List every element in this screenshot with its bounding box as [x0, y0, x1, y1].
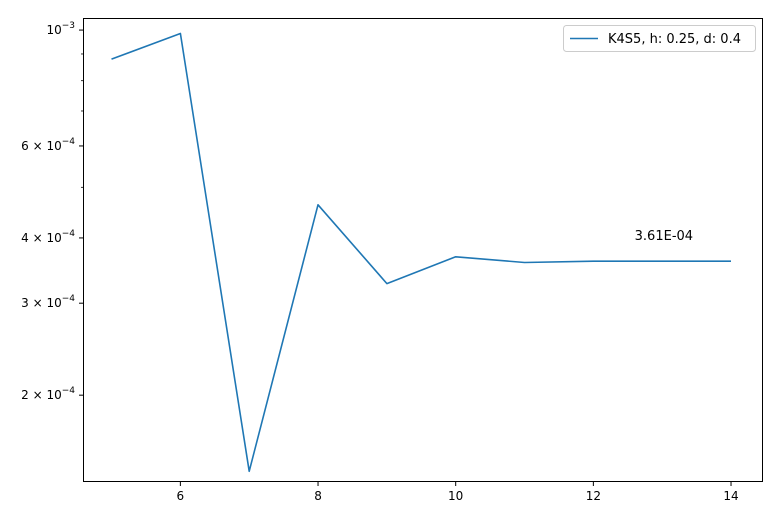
y-tick-label: 10−3	[46, 21, 75, 37]
value-annotation: 3.61E-04	[635, 229, 693, 244]
y-tick-label: 2 × 10−4	[21, 386, 75, 402]
plot-area-frame	[83, 18, 763, 482]
axis-ticks: 6 8 10 12 14 10−3 6 × 10−4 4 × 10−4 3 × 10−4 2 × …	[21, 21, 739, 503]
x-tick-label: 6	[177, 489, 185, 503]
x-tick-label: 12	[586, 489, 601, 503]
x-tick-label: 8	[314, 489, 322, 503]
series-line	[111, 32, 731, 473]
series-layer	[111, 32, 731, 473]
y-tick-label: 4 × 10−4	[21, 229, 75, 245]
legend: K4S5, h: 0.25, d: 0.4	[563, 25, 756, 52]
x-tick-label: 10	[448, 489, 463, 503]
annotations: 3.61E-04	[635, 229, 693, 244]
y-tick-label: 6 × 10−4	[21, 137, 75, 153]
legend-label: K4S5, h: 0.25, d: 0.4	[608, 32, 741, 47]
y-tick-label: 3 × 10−4	[21, 294, 75, 310]
legend-box	[563, 25, 756, 52]
x-tick-label: 14	[723, 489, 738, 503]
